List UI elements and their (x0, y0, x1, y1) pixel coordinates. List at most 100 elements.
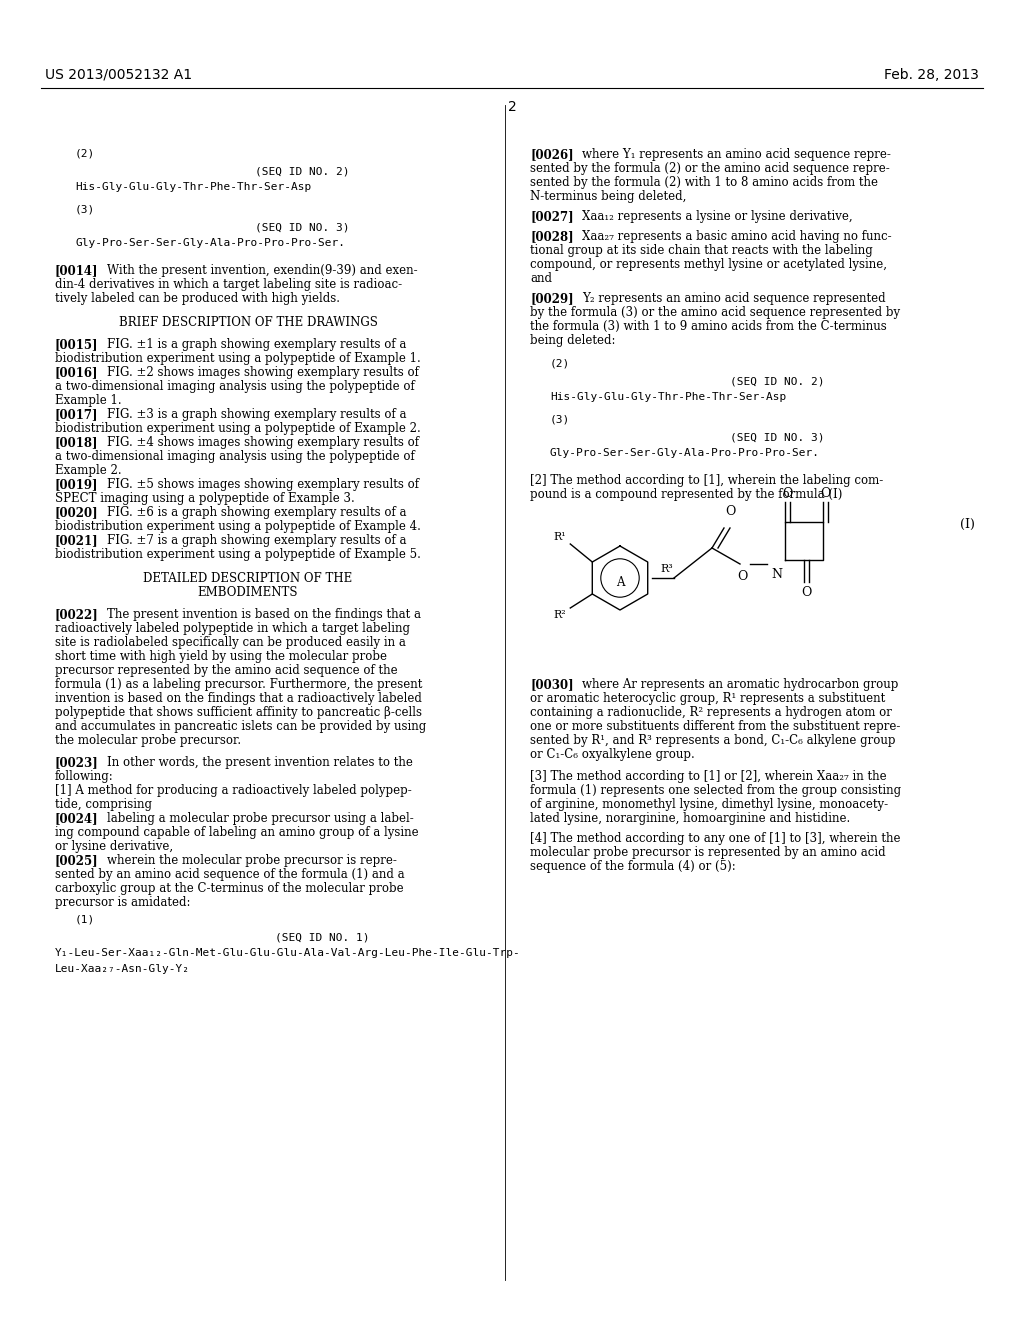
Text: [0022]: [0022] (55, 609, 98, 620)
Text: a two-dimensional imaging analysis using the polypeptide of: a two-dimensional imaging analysis using… (55, 450, 415, 463)
Text: sented by the formula (2) with 1 to 8 amino acids from the: sented by the formula (2) with 1 to 8 am… (530, 176, 878, 189)
Text: [0028]: [0028] (530, 230, 573, 243)
Text: [0015]: [0015] (55, 338, 98, 351)
Text: FIG. ±3 is a graph showing exemplary results of a: FIG. ±3 is a graph showing exemplary res… (106, 408, 407, 421)
Text: [0016]: [0016] (55, 366, 98, 379)
Text: tional group at its side chain that reacts with the labeling: tional group at its side chain that reac… (530, 244, 872, 257)
Text: (2): (2) (75, 148, 95, 158)
Text: biodistribution experiment using a polypeptide of Example 5.: biodistribution experiment using a polyp… (55, 548, 421, 561)
Text: biodistribution experiment using a polypeptide of Example 1.: biodistribution experiment using a polyp… (55, 352, 421, 366)
Text: [2] The method according to [1], wherein the labeling com-: [2] The method according to [1], wherein… (530, 474, 884, 487)
Text: short time with high yield by using the molecular probe: short time with high yield by using the … (55, 649, 387, 663)
Text: Y₂ represents an amino acid sequence represented: Y₂ represents an amino acid sequence rep… (582, 292, 886, 305)
Text: sented by an amino acid sequence of the formula (1) and a: sented by an amino acid sequence of the … (55, 869, 404, 880)
Text: In other words, the present invention relates to the: In other words, the present invention re… (106, 756, 413, 770)
Text: molecular probe precursor is represented by an amino acid: molecular probe precursor is represented… (530, 846, 886, 859)
Text: din-4 derivatives in which a target labeling site is radioac-: din-4 derivatives in which a target labe… (55, 279, 402, 290)
Text: pound is a compound represented by the formula (I): pound is a compound represented by the f… (530, 488, 843, 502)
Text: O: O (801, 586, 811, 599)
Text: precursor represented by the amino acid sequence of the: precursor represented by the amino acid … (55, 664, 397, 677)
Text: and: and (530, 272, 552, 285)
Text: Example 1.: Example 1. (55, 393, 122, 407)
Text: Xaa₂₇ represents a basic amino acid having no func-: Xaa₂₇ represents a basic amino acid havi… (582, 230, 892, 243)
Text: [0020]: [0020] (55, 506, 98, 519)
Text: [3] The method according to [1] or [2], wherein Xaa₂₇ in the: [3] The method according to [1] or [2], … (530, 770, 887, 783)
Text: A: A (615, 576, 625, 589)
Text: tively labeled can be produced with high yields.: tively labeled can be produced with high… (55, 292, 340, 305)
Text: (I): (I) (961, 517, 975, 531)
Text: O: O (725, 506, 735, 517)
Text: Gly-Pro-Ser-Ser-Gly-Ala-Pro-Pro-Pro-Ser.: Gly-Pro-Ser-Ser-Gly-Ala-Pro-Pro-Pro-Ser. (550, 447, 820, 458)
Text: EMBODIMENTS: EMBODIMENTS (198, 586, 298, 599)
Text: FIG. ±2 shows images showing exemplary results of: FIG. ±2 shows images showing exemplary r… (106, 366, 419, 379)
Text: radioactively labeled polypeptide in which a target labeling: radioactively labeled polypeptide in whi… (55, 622, 410, 635)
Text: following:: following: (55, 770, 114, 783)
Text: precursor is amidated:: precursor is amidated: (55, 896, 190, 909)
Text: FIG. ±5 shows images showing exemplary results of: FIG. ±5 shows images showing exemplary r… (106, 478, 419, 491)
Text: [0024]: [0024] (55, 812, 98, 825)
Text: (SEQ ID NO. 2): (SEQ ID NO. 2) (255, 166, 349, 176)
Text: where Y₁ represents an amino acid sequence repre-: where Y₁ represents an amino acid sequen… (582, 148, 891, 161)
Text: O: O (820, 487, 830, 500)
Text: invention is based on the findings that a radioactively labeled: invention is based on the findings that … (55, 692, 422, 705)
Text: Example 2.: Example 2. (55, 465, 122, 477)
Text: DETAILED DESCRIPTION OF THE: DETAILED DESCRIPTION OF THE (143, 572, 352, 585)
Text: being deleted:: being deleted: (530, 334, 615, 347)
Text: R³: R³ (660, 564, 673, 574)
Text: wherein the molecular probe precursor is repre-: wherein the molecular probe precursor is… (106, 854, 397, 867)
Text: R¹: R¹ (554, 532, 566, 543)
Text: [0021]: [0021] (55, 535, 98, 546)
Text: 2: 2 (508, 100, 516, 114)
Text: (SEQ ID NO. 2): (SEQ ID NO. 2) (730, 376, 824, 385)
Text: ing compound capable of labeling an amino group of a lysine: ing compound capable of labeling an amin… (55, 826, 419, 840)
Text: tide, comprising: tide, comprising (55, 799, 152, 810)
Text: [0029]: [0029] (530, 292, 573, 305)
Text: O: O (737, 570, 748, 583)
Text: SPECT imaging using a polypeptide of Example 3.: SPECT imaging using a polypeptide of Exa… (55, 492, 354, 506)
Text: N: N (771, 568, 782, 581)
Text: FIG. ±1 is a graph showing exemplary results of a: FIG. ±1 is a graph showing exemplary res… (106, 338, 407, 351)
Text: FIG. ±7 is a graph showing exemplary results of a: FIG. ±7 is a graph showing exemplary res… (106, 535, 407, 546)
Text: [0025]: [0025] (55, 854, 98, 867)
Text: (3): (3) (75, 205, 95, 214)
Text: labeling a molecular probe precursor using a label-: labeling a molecular probe precursor usi… (106, 812, 414, 825)
Text: [0019]: [0019] (55, 478, 98, 491)
Text: and accumulates in pancreatic islets can be provided by using: and accumulates in pancreatic islets can… (55, 719, 426, 733)
Text: [0026]: [0026] (530, 148, 573, 161)
Text: (SEQ ID NO. 1): (SEQ ID NO. 1) (275, 932, 370, 942)
Text: Gly-Pro-Ser-Ser-Gly-Ala-Pro-Pro-Pro-Ser.: Gly-Pro-Ser-Ser-Gly-Ala-Pro-Pro-Pro-Ser. (75, 238, 345, 248)
Text: [0030]: [0030] (530, 678, 573, 690)
Text: (2): (2) (550, 358, 570, 368)
Text: (1): (1) (75, 913, 95, 924)
Text: (3): (3) (550, 414, 570, 424)
Text: [4] The method according to any one of [1] to [3], wherein the: [4] The method according to any one of [… (530, 832, 900, 845)
Text: FIG. ±4 shows images showing exemplary results of: FIG. ±4 shows images showing exemplary r… (106, 436, 419, 449)
Text: (SEQ ID NO. 3): (SEQ ID NO. 3) (730, 432, 824, 442)
Text: Xaa₁₂ represents a lysine or lysine derivative,: Xaa₁₂ represents a lysine or lysine deri… (582, 210, 853, 223)
Text: biodistribution experiment using a polypeptide of Example 4.: biodistribution experiment using a polyp… (55, 520, 421, 533)
Text: by the formula (3) or the amino acid sequence represented by: by the formula (3) or the amino acid seq… (530, 306, 900, 319)
Text: BRIEF DESCRIPTION OF THE DRAWINGS: BRIEF DESCRIPTION OF THE DRAWINGS (119, 315, 378, 329)
Text: N-terminus being deleted,: N-terminus being deleted, (530, 190, 686, 203)
Text: containing a radionuclide, R² represents a hydrogen atom or: containing a radionuclide, R² represents… (530, 706, 892, 719)
Text: US 2013/0052132 A1: US 2013/0052132 A1 (45, 69, 193, 82)
Text: Leu-Xaa₂₇-Asn-Gly-Y₂: Leu-Xaa₂₇-Asn-Gly-Y₂ (55, 964, 190, 974)
Text: the formula (3) with 1 to 9 amino acids from the C-terminus: the formula (3) with 1 to 9 amino acids … (530, 319, 887, 333)
Text: the molecular probe precursor.: the molecular probe precursor. (55, 734, 241, 747)
Text: one or more substituents different from the substituent repre-: one or more substituents different from … (530, 719, 900, 733)
Text: formula (1) as a labeling precursor. Furthermore, the present: formula (1) as a labeling precursor. Fur… (55, 678, 422, 690)
Text: (SEQ ID NO. 3): (SEQ ID NO. 3) (255, 222, 349, 232)
Text: or C₁-C₆ oxyalkylene group.: or C₁-C₆ oxyalkylene group. (530, 748, 694, 762)
Text: a two-dimensional imaging analysis using the polypeptide of: a two-dimensional imaging analysis using… (55, 380, 415, 393)
Text: sented by the formula (2) or the amino acid sequence repre-: sented by the formula (2) or the amino a… (530, 162, 890, 176)
Text: [0023]: [0023] (55, 756, 98, 770)
Text: or lysine derivative,: or lysine derivative, (55, 840, 173, 853)
Text: [0014]: [0014] (55, 264, 98, 277)
Text: or aromatic heterocyclic group, R¹ represents a substituent: or aromatic heterocyclic group, R¹ repre… (530, 692, 886, 705)
Text: His-Gly-Glu-Gly-Thr-Phe-Thr-Ser-Asp: His-Gly-Glu-Gly-Thr-Phe-Thr-Ser-Asp (75, 182, 311, 191)
Text: [0018]: [0018] (55, 436, 98, 449)
Text: FIG. ±6 is a graph showing exemplary results of a: FIG. ±6 is a graph showing exemplary res… (106, 506, 407, 519)
Text: Y₁-Leu-Ser-Xaa₁₂-Gln-Met-Glu-Glu-Glu-Ala-Val-Arg-Leu-Phe-Ile-Glu-Trp-: Y₁-Leu-Ser-Xaa₁₂-Gln-Met-Glu-Glu-Glu-Ala… (55, 948, 521, 958)
Text: lated lysine, norarginine, homoarginine and histidine.: lated lysine, norarginine, homoarginine … (530, 812, 850, 825)
Text: sented by R¹, and R³ represents a bond, C₁-C₆ alkylene group: sented by R¹, and R³ represents a bond, … (530, 734, 896, 747)
